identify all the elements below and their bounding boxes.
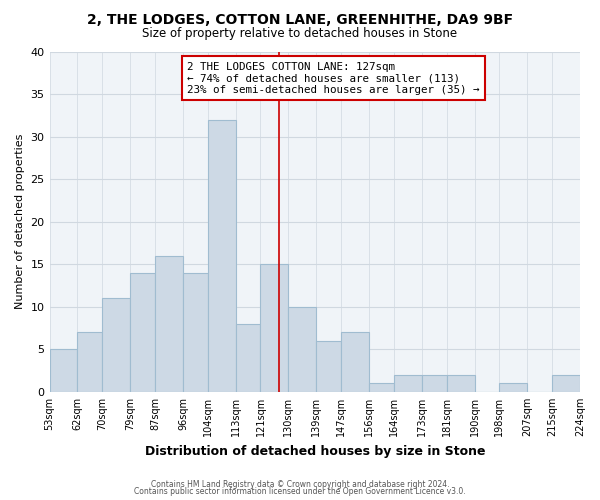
- Text: Contains HM Land Registry data © Crown copyright and database right 2024.: Contains HM Land Registry data © Crown c…: [151, 480, 449, 489]
- Bar: [341, 332, 369, 392]
- Text: Contains public sector information licensed under the Open Government Licence v3: Contains public sector information licen…: [134, 487, 466, 496]
- Bar: [77, 332, 102, 392]
- X-axis label: Distribution of detached houses by size in Stone: Distribution of detached houses by size …: [145, 444, 485, 458]
- Bar: [552, 375, 580, 392]
- Text: 2, THE LODGES, COTTON LANE, GREENHITHE, DA9 9BF: 2, THE LODGES, COTTON LANE, GREENHITHE, …: [87, 12, 513, 26]
- Bar: [289, 307, 316, 392]
- Bar: [422, 375, 446, 392]
- Bar: [394, 375, 422, 392]
- Bar: [260, 264, 289, 392]
- Text: 2 THE LODGES COTTON LANE: 127sqm
← 74% of detached houses are smaller (113)
23% : 2 THE LODGES COTTON LANE: 127sqm ← 74% o…: [187, 62, 480, 95]
- Bar: [50, 350, 77, 392]
- Bar: [130, 273, 155, 392]
- Bar: [499, 384, 527, 392]
- Bar: [236, 324, 260, 392]
- Bar: [446, 375, 475, 392]
- Y-axis label: Number of detached properties: Number of detached properties: [15, 134, 25, 310]
- Bar: [183, 273, 208, 392]
- Bar: [155, 256, 183, 392]
- Bar: [369, 384, 394, 392]
- Bar: [316, 341, 341, 392]
- Text: Size of property relative to detached houses in Stone: Size of property relative to detached ho…: [142, 28, 458, 40]
- Bar: [208, 120, 236, 392]
- Bar: [102, 298, 130, 392]
